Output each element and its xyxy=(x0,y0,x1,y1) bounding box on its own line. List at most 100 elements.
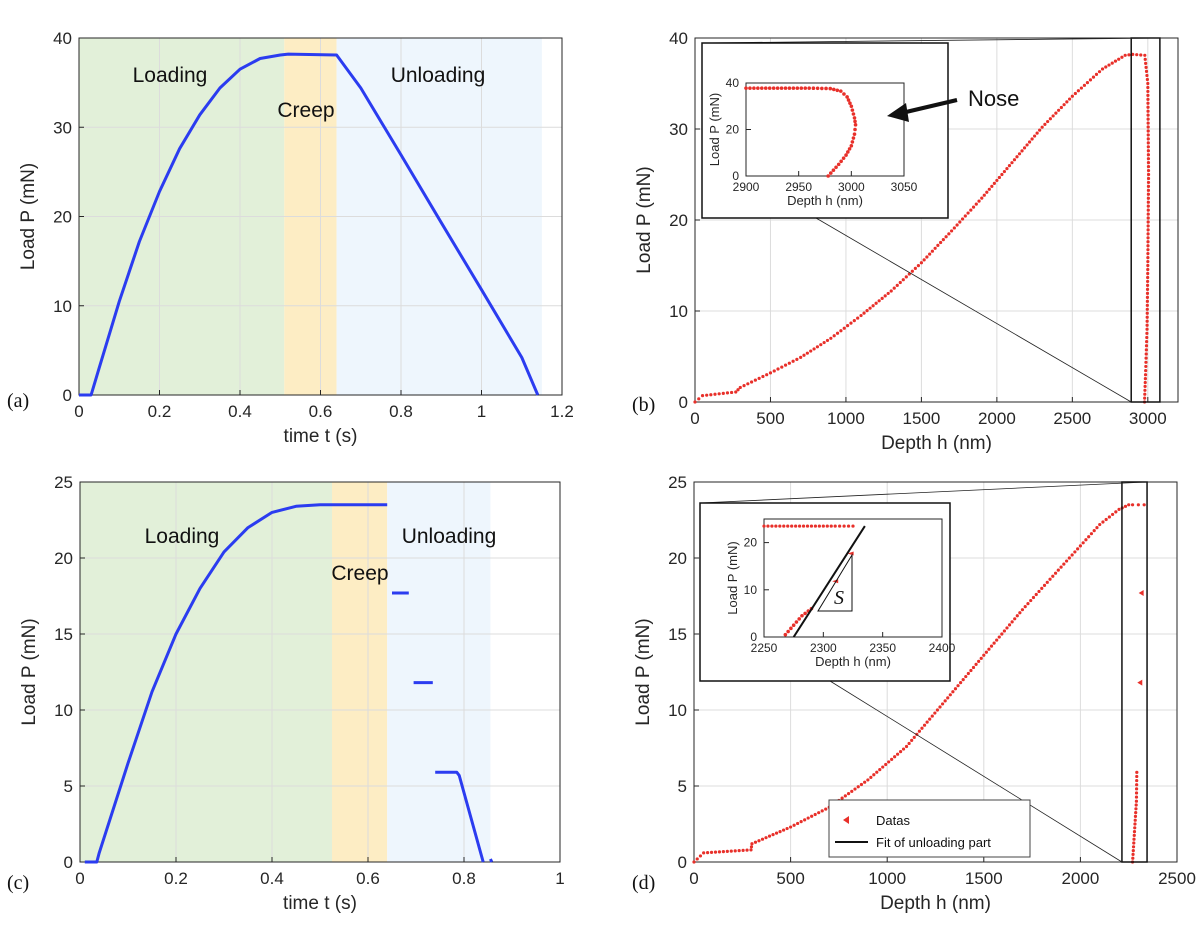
data-point xyxy=(846,792,851,796)
data-point xyxy=(1145,303,1149,307)
panel-b-series xyxy=(693,52,1151,404)
inset-data-point xyxy=(853,127,857,132)
data-point xyxy=(1040,125,1044,129)
data-point xyxy=(692,860,696,864)
data-point xyxy=(1146,85,1150,90)
inset-data-point xyxy=(852,132,857,136)
data-point xyxy=(1146,141,1150,145)
data-point xyxy=(1146,271,1150,276)
inset-data-point xyxy=(815,86,820,91)
data-point xyxy=(949,229,954,233)
series-line xyxy=(79,52,540,397)
data-point xyxy=(1143,392,1147,396)
inset-data-point xyxy=(762,524,766,528)
data-point xyxy=(795,357,799,361)
data-point xyxy=(856,785,860,789)
panel-c-xtick-label: 0.8 xyxy=(452,869,476,888)
data-point xyxy=(1142,503,1146,507)
inset-box xyxy=(701,42,949,219)
data-point xyxy=(842,326,846,330)
panel-d-ytick-label: 25 xyxy=(668,473,687,492)
panel-b-ylabel: Load P (mN) xyxy=(634,166,655,273)
inset-data-point xyxy=(797,617,802,621)
inset-data-point xyxy=(813,524,818,528)
data-point xyxy=(725,849,729,853)
data-point xyxy=(1132,837,1136,841)
data-point xyxy=(977,659,981,663)
panel-d-inset-xtick-label: 2350 xyxy=(869,641,896,655)
data-point xyxy=(966,671,970,676)
panel-b-ytick-label: 30 xyxy=(669,120,688,139)
data-point xyxy=(878,768,882,772)
data-point xyxy=(982,653,986,657)
data-point xyxy=(859,782,864,787)
inset-data-point xyxy=(845,95,849,99)
data-point xyxy=(997,175,1001,180)
data-point xyxy=(863,780,867,784)
data-point xyxy=(952,226,956,230)
data-point xyxy=(778,830,782,834)
inset-data-point xyxy=(809,524,814,528)
data-point xyxy=(1002,169,1007,174)
inset-data-point xyxy=(846,524,851,528)
data-point xyxy=(1146,168,1151,173)
panel-d-xtick-label: 500 xyxy=(776,869,804,888)
data-point xyxy=(928,252,932,256)
data-point xyxy=(1120,55,1124,59)
panel-c-xlabel: time t (s) xyxy=(283,893,357,914)
data-point xyxy=(846,324,850,328)
data-point xyxy=(1146,263,1150,268)
data-point xyxy=(1091,75,1096,79)
data-point xyxy=(1144,348,1148,352)
panel-b-ytick-label: 40 xyxy=(669,29,688,48)
data-point xyxy=(977,199,981,203)
data-point xyxy=(750,380,754,384)
data-point xyxy=(1145,73,1149,78)
panel-a-xtick-label: 0.8 xyxy=(389,402,413,421)
data-point xyxy=(829,336,833,340)
data-point xyxy=(789,825,793,829)
series-line xyxy=(84,503,388,864)
data-point xyxy=(872,773,876,777)
data-point xyxy=(1146,279,1150,284)
nose-arrowhead xyxy=(887,103,909,122)
data-point xyxy=(729,849,733,853)
data-point xyxy=(1020,149,1024,153)
data-point xyxy=(1035,131,1039,135)
inset-data-point xyxy=(820,86,824,91)
panel-a-xtick-label: 0.2 xyxy=(148,402,172,421)
inset-data-point xyxy=(848,101,852,105)
inset-data-point xyxy=(839,159,843,164)
data-point xyxy=(992,641,996,645)
data-point xyxy=(874,301,878,305)
data-point xyxy=(1146,164,1151,169)
panel-c-frame xyxy=(79,481,561,863)
data-point xyxy=(853,787,857,791)
data-point xyxy=(734,390,738,394)
inset-data-point xyxy=(791,623,796,627)
panel-label-b: (b) xyxy=(632,394,655,416)
data-point xyxy=(1007,623,1012,627)
panel-b-inset-ylabel: Load P (mN) xyxy=(707,93,722,166)
panel-d-inset-xtick-label: 2300 xyxy=(810,641,837,655)
data-point xyxy=(738,385,742,390)
data-point xyxy=(1054,111,1058,115)
data-point xyxy=(1076,547,1080,551)
data-point xyxy=(1088,78,1093,82)
data-point xyxy=(1062,103,1066,107)
data-point xyxy=(1145,311,1149,315)
data-point xyxy=(1007,164,1012,168)
panel-a-ytick-label: 0 xyxy=(63,386,72,405)
data-point xyxy=(1051,574,1055,578)
data-point xyxy=(880,296,884,300)
data-point xyxy=(825,338,830,343)
data-point xyxy=(901,278,905,282)
data-point xyxy=(765,373,769,377)
data-point xyxy=(1030,137,1034,141)
data-point xyxy=(1146,117,1150,121)
data-point xyxy=(1113,59,1118,63)
panel-d-xtick-label: 1500 xyxy=(965,869,1003,888)
inset-data-point xyxy=(803,86,808,90)
data-point xyxy=(868,306,872,310)
